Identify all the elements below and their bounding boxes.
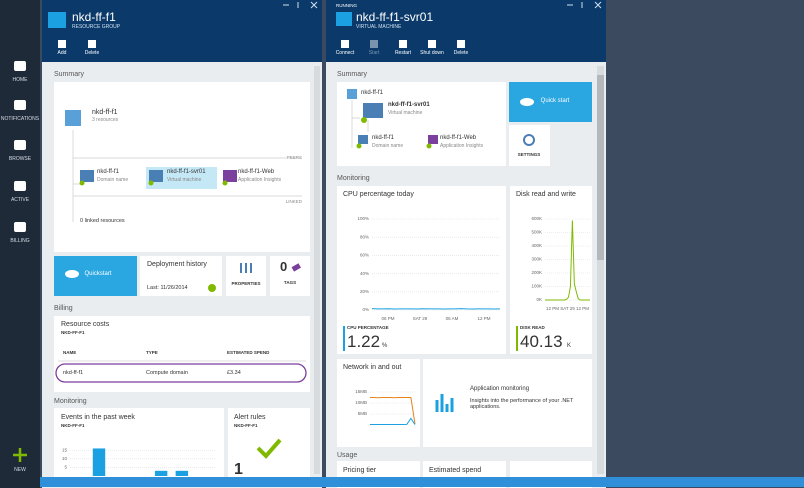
label: nkd-ff-f1-svr01 xyxy=(388,102,430,108)
section-heading: Monitoring xyxy=(337,175,370,182)
section-heading: Summary xyxy=(337,71,367,78)
label: nkd-ff-f1 xyxy=(92,109,118,116)
blade-subtitle: VIRTUAL MACHINE xyxy=(356,24,402,30)
label: 3 resources xyxy=(92,117,119,123)
label: PEERS xyxy=(286,155,302,160)
node-name[interactable]: nkd-ff-f1-Web xyxy=(238,169,275,175)
section-heading: Billing xyxy=(54,305,73,312)
cpu-card xyxy=(337,186,506,354)
label: NKD-FF-F1 xyxy=(61,330,85,335)
properties-tile[interactable] xyxy=(226,256,266,296)
section-heading: Monitoring xyxy=(54,398,87,405)
command[interactable]: Start xyxy=(368,50,380,56)
scroll-thumb[interactable] xyxy=(597,75,604,260)
blade-header xyxy=(42,0,322,62)
nav-item[interactable]: NEW xyxy=(14,467,26,473)
label: Estimated spend xyxy=(429,467,482,474)
nav-item[interactable]: BROWSE xyxy=(8,156,32,162)
node-name[interactable]: nkd-ff-f1-Web xyxy=(440,135,477,141)
settings-tile[interactable] xyxy=(509,125,550,166)
label: Application monitoring xyxy=(470,386,530,392)
node-type: Application Insights xyxy=(238,177,282,183)
command[interactable]: Shut down xyxy=(420,50,444,56)
label: Last: 11/26/2014 xyxy=(147,285,188,291)
label: nkd-ff-f1 xyxy=(361,90,383,96)
label: K xyxy=(567,343,572,349)
command[interactable]: Connect xyxy=(335,50,355,56)
node-name[interactable]: nkd-ff-f1-svr01 xyxy=(167,169,206,175)
label: Network in and out xyxy=(343,364,402,371)
blade-title: nkd-ff-f1-svr01 xyxy=(356,10,434,24)
scrollbar[interactable] xyxy=(314,66,320,474)
label: Insights into the performance of your .N… xyxy=(470,398,574,411)
node-type: Domain name xyxy=(97,177,129,183)
label: TAGS xyxy=(283,280,297,285)
command[interactable]: Restart xyxy=(394,50,412,56)
label: Disk read and write xyxy=(516,191,576,198)
label: Quick start xyxy=(540,98,570,104)
command[interactable]: Delete xyxy=(453,50,469,56)
nav-item[interactable]: ACTIVE xyxy=(10,197,30,203)
nav-item[interactable]: HOME xyxy=(12,77,28,83)
nav-bar xyxy=(0,0,40,488)
command[interactable]: Add xyxy=(57,50,67,56)
label: Deployment history xyxy=(147,261,207,268)
scrollbar[interactable] xyxy=(597,66,604,474)
label: 0 linked resources xyxy=(80,218,125,224)
table-cell: Compute domain xyxy=(146,370,188,376)
table-cell: £3.34 xyxy=(227,370,241,376)
label: % xyxy=(382,343,388,349)
label: CPU PERCENTAGE xyxy=(347,325,389,330)
node-type: Application Insights xyxy=(440,143,484,149)
label: Events in the past week xyxy=(61,414,135,421)
blade-subtitle: RESOURCE GROUP xyxy=(72,24,121,30)
network-card xyxy=(337,359,420,447)
table-cell: nkd-ff-f1 xyxy=(63,370,84,376)
nav-item[interactable]: BILLING xyxy=(10,238,30,244)
label: Virtual machine xyxy=(388,110,423,116)
section-heading: Summary xyxy=(54,71,84,78)
label: LINKED xyxy=(285,199,302,204)
label: CPU percentage today xyxy=(343,191,414,198)
label: Alert rules xyxy=(234,414,266,421)
nav-item[interactable]: NOTIFICATIONS xyxy=(0,116,40,122)
node-name[interactable]: nkd-ff-f1 xyxy=(97,169,119,175)
column-header: TYPE xyxy=(146,350,158,355)
column-header: NAME xyxy=(63,350,77,355)
label: Pricing tier xyxy=(343,467,377,474)
node-name[interactable]: nkd-ff-f1 xyxy=(372,135,394,141)
label: NKD-FF-F1 xyxy=(234,423,258,428)
section-heading: Usage xyxy=(337,452,358,459)
label: PROPERTIES xyxy=(231,281,261,286)
label: 0 xyxy=(280,259,288,274)
label: SETTINGS xyxy=(517,152,541,157)
command[interactable]: Delete xyxy=(84,50,100,56)
label: Resource costs xyxy=(61,321,110,328)
label: DISK READ xyxy=(520,325,545,330)
horizontal-scrollbar[interactable] xyxy=(40,477,804,487)
label: 40.13 xyxy=(520,332,563,351)
node-type: Virtual machine xyxy=(167,177,202,183)
blade-header xyxy=(326,0,606,62)
label: Quickstart xyxy=(84,271,112,277)
tags-tile[interactable] xyxy=(270,256,310,296)
node-type: Domain name xyxy=(372,143,404,149)
blade-title: nkd-ff-f1 xyxy=(72,10,116,24)
label: NKD-FF-F1 xyxy=(61,423,85,428)
column-header: ESTIMATED SPEND xyxy=(227,350,270,355)
label: 1 xyxy=(234,461,243,478)
status: RUNNING xyxy=(336,3,357,8)
label: 1.22 xyxy=(347,332,381,351)
events-card xyxy=(54,408,224,480)
